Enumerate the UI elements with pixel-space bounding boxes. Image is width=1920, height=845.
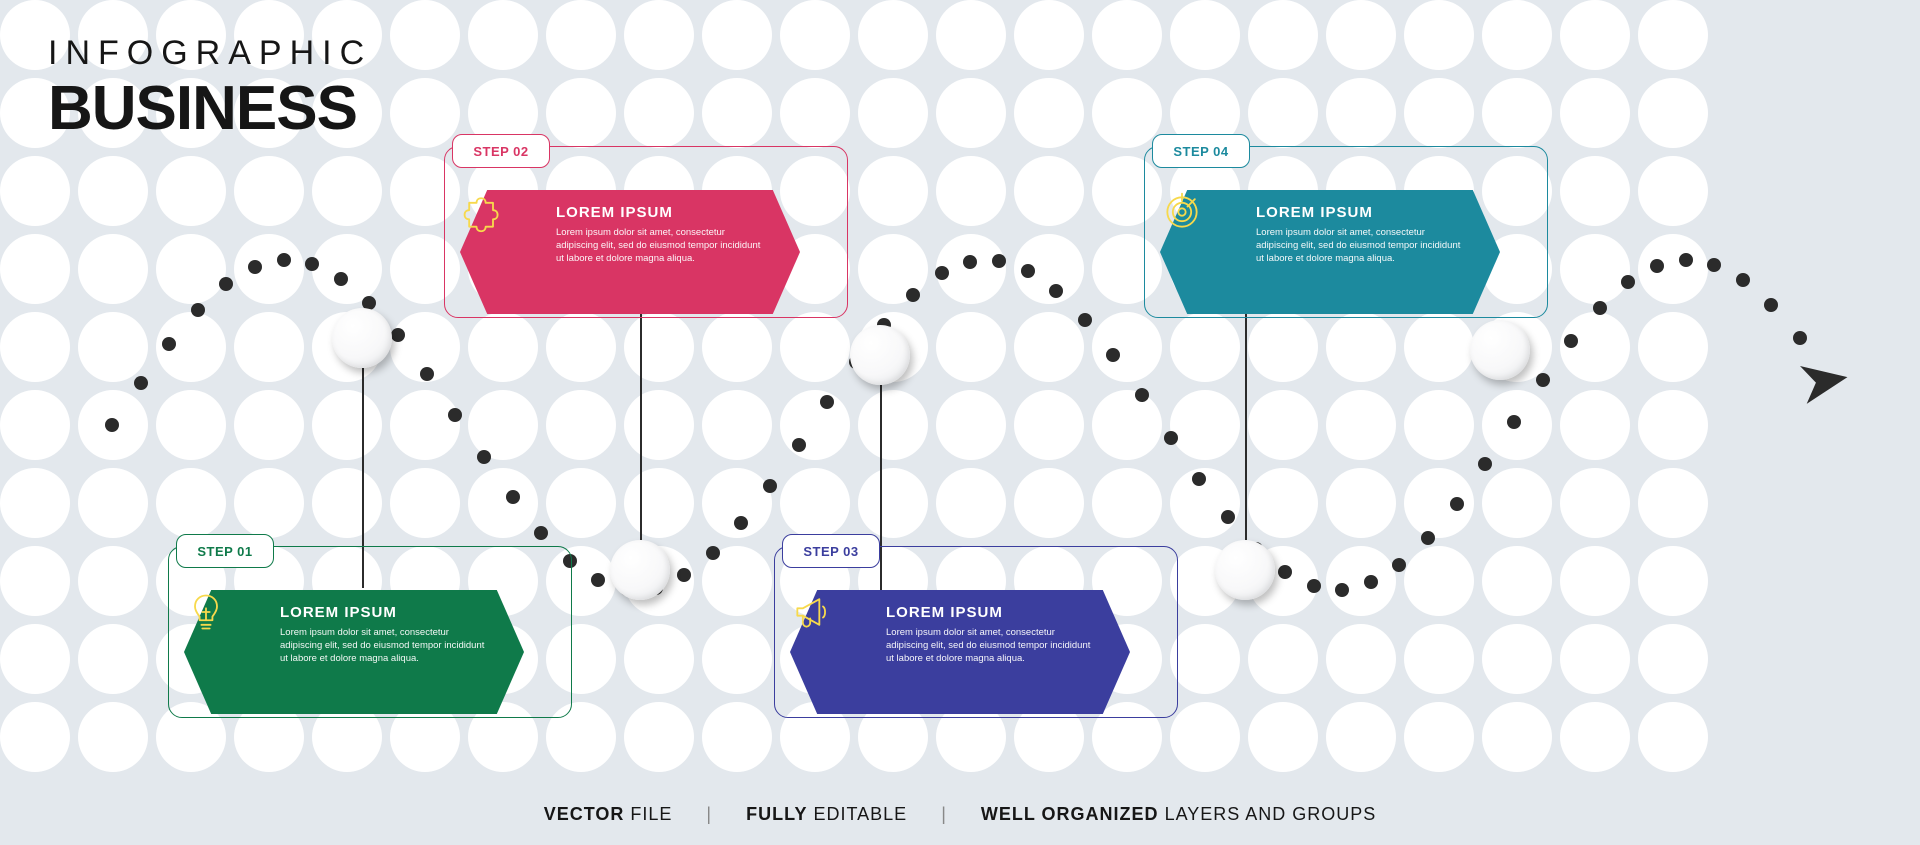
step-01-pill: STEP 01 — [176, 534, 274, 568]
wave-dot — [1793, 331, 1807, 345]
wave-dot — [534, 526, 548, 540]
step-03-body: Lorem ipsum dolor sit amet, consectetur … — [886, 627, 1096, 665]
step-04-body: Lorem ipsum dolor sit amet, consectetur … — [1256, 227, 1466, 265]
title-top: INFOGRAPHIC — [48, 34, 372, 73]
timeline-node — [850, 325, 910, 385]
wave-dot — [706, 546, 720, 560]
timeline-node — [610, 540, 670, 600]
wave-dot — [1335, 583, 1349, 597]
wave-dot — [134, 376, 148, 390]
wave-dot — [1078, 313, 1092, 327]
step-03-hex: LOREM IPSUM Lorem ipsum dolor sit amet, c… — [790, 590, 1130, 714]
wave-dot — [1536, 373, 1550, 387]
timeline-node — [1215, 540, 1275, 600]
step-03-card: LOREM IPSUM Lorem ipsum dolor sit amet, c… — [790, 590, 1130, 714]
step-03-text: LOREM IPSUM Lorem ipsum dolor sit amet, c… — [886, 604, 1096, 665]
step-02-hex: LOREM IPSUM Lorem ipsum dolor sit amet, c… — [460, 190, 800, 314]
step-03-pill: STEP 03 — [782, 534, 880, 568]
wave-dot — [1049, 284, 1063, 298]
wave-dot — [105, 418, 119, 432]
target-icon — [1160, 190, 1248, 314]
timeline-node — [1470, 320, 1530, 380]
step-03-title: LOREM IPSUM — [886, 604, 1096, 621]
timeline-node — [332, 308, 392, 368]
wave-dot — [191, 303, 205, 317]
step-01-title: LOREM IPSUM — [280, 604, 490, 621]
step-04-pill: STEP 04 — [1152, 134, 1250, 168]
step-04-text: LOREM IPSUM Lorem ipsum dolor sit amet, c… — [1256, 204, 1466, 265]
step-04-card: LOREM IPSUM Lorem ipsum dolor sit amet, c… — [1160, 190, 1500, 314]
footer: VECTOR FILE | FULLY EDITABLE | WELL ORGA… — [0, 804, 1920, 825]
infographic-stage: INFOGRAPHIC BUSINESS LOREM IPSUM Lorem ip… — [0, 0, 1920, 845]
bulb-icon — [184, 590, 272, 714]
step-01-text: LOREM IPSUM Lorem ipsum dolor sit amet, c… — [280, 604, 490, 665]
wave-dot — [906, 288, 920, 302]
step-01-hex: LOREM IPSUM Lorem ipsum dolor sit amet, c… — [184, 590, 524, 714]
wave-dot — [1021, 264, 1035, 278]
wave-dot — [792, 438, 806, 452]
connector-line — [1245, 312, 1247, 540]
wave-dot — [1507, 415, 1521, 429]
footer-part-2: FULLY EDITABLE — [746, 804, 907, 824]
wave-dot — [1307, 579, 1321, 593]
step-02-pill: STEP 02 — [452, 134, 550, 168]
wave-dot — [248, 260, 262, 274]
wave-dot — [1707, 258, 1721, 272]
footer-sep: | — [941, 804, 947, 824]
wave-dot — [763, 479, 777, 493]
step-02-card: LOREM IPSUM Lorem ipsum dolor sit amet, c… — [460, 190, 800, 314]
megaphone-icon — [790, 590, 878, 714]
footer-sep: | — [706, 804, 712, 824]
puzzle-icon — [460, 190, 548, 314]
step-01-body: Lorem ipsum dolor sit amet, consectetur … — [280, 627, 490, 665]
step-01-card: LOREM IPSUM Lorem ipsum dolor sit amet, c… — [184, 590, 524, 714]
wave-dot — [1421, 531, 1435, 545]
wave-dot — [277, 253, 291, 267]
title-block: INFOGRAPHIC BUSINESS — [48, 34, 372, 144]
step-02-body: Lorem ipsum dolor sit amet, consectetur … — [556, 227, 766, 265]
footer-part-1: VECTOR FILE — [544, 804, 673, 824]
wave-dot — [1736, 273, 1750, 287]
wave-dot — [1450, 497, 1464, 511]
step-04-title: LOREM IPSUM — [1256, 204, 1466, 221]
wave-dot — [1650, 259, 1664, 273]
wave-dot — [1164, 431, 1178, 445]
wave-dot — [1221, 510, 1235, 524]
step-02-text: LOREM IPSUM Lorem ipsum dolor sit amet, c… — [556, 204, 766, 265]
title-bottom: BUSINESS — [48, 73, 372, 144]
wave-dot — [420, 367, 434, 381]
wave-dot — [334, 272, 348, 286]
connector-line — [640, 312, 642, 540]
wave-dot — [506, 490, 520, 504]
wave-dot — [1679, 253, 1693, 267]
step-04-hex: LOREM IPSUM Lorem ipsum dolor sit amet, c… — [1160, 190, 1500, 314]
footer-part-3: WELL ORGANIZED LAYERS AND GROUPS — [981, 804, 1376, 824]
step-02-title: LOREM IPSUM — [556, 204, 766, 221]
wave-dot — [992, 254, 1006, 268]
wave-dot — [1593, 301, 1607, 315]
